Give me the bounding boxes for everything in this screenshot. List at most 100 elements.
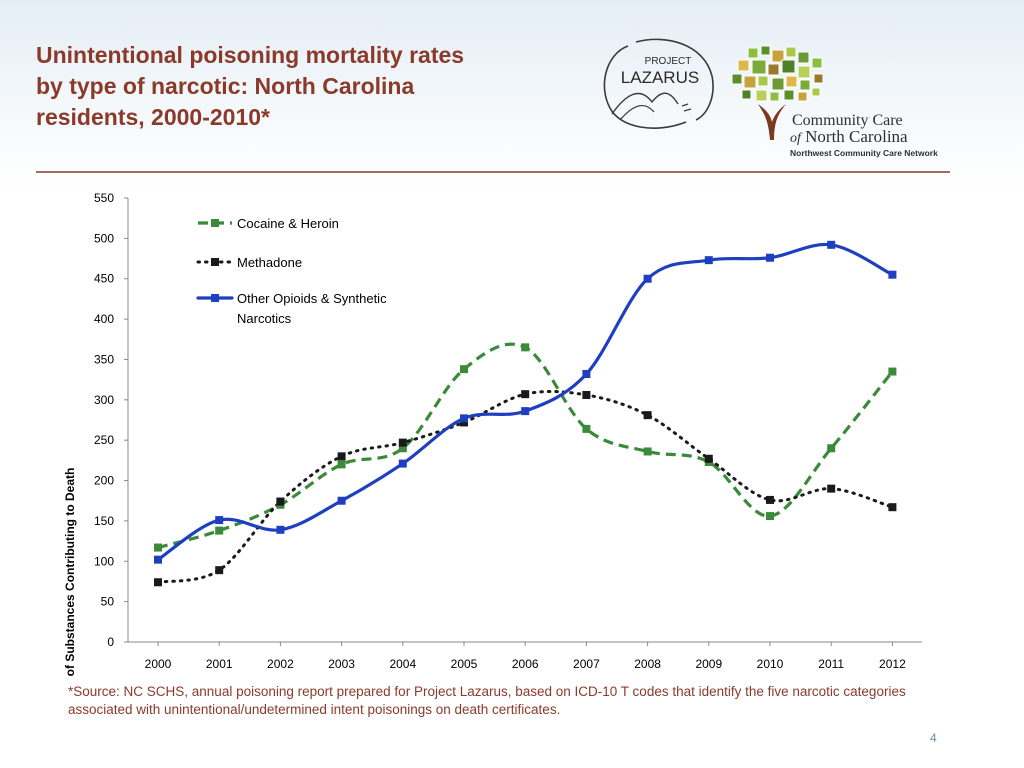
ccnc-tree-leaf-square — [757, 75, 769, 87]
opioids-data-point — [215, 516, 224, 525]
methadone-data-point — [888, 503, 897, 512]
cocaine-data-point — [643, 447, 652, 456]
lazarus-logo-line2: LAZARUS — [621, 68, 699, 87]
x-tick-label: 2005 — [451, 657, 478, 671]
ccnc-name-line1: Community Care — [792, 112, 903, 129]
methadone-data-point — [460, 418, 468, 427]
y-tick-label: 500 — [94, 231, 114, 245]
ccnc-tree-leaf-square — [813, 73, 824, 84]
cocaine-data-point — [215, 526, 224, 535]
opioids-data-point — [766, 253, 774, 262]
x-tick-label: 2002 — [267, 657, 294, 671]
ccnc-tree-leaf-square — [769, 91, 780, 102]
opioids-data-point — [827, 240, 836, 249]
opioids-data-point — [460, 414, 468, 423]
opioids-legend-marker — [211, 294, 219, 302]
title-divider — [36, 171, 950, 173]
ccnc-tree-leaf-square — [741, 89, 752, 100]
methadone-data-point — [276, 497, 285, 506]
y-tick-label: 550 — [94, 191, 114, 205]
mortality-line-chart: 0 50 100 150 200 250 300 350 400 450 500 550 2000 20… — [63, 191, 922, 680]
methadone-legend-marker — [211, 258, 219, 266]
y-tick-label: 450 — [94, 272, 114, 286]
x-tick-label: 2007 — [573, 657, 600, 671]
page-number: 4 — [930, 731, 937, 745]
ccnc-tree-logo — [731, 45, 824, 140]
cocaine-data-point — [521, 343, 530, 352]
x-tick-label: 2003 — [328, 657, 355, 671]
opioids-data-point — [337, 496, 346, 505]
opioids-data-point — [704, 256, 713, 265]
x-tick-label: 2010 — [757, 657, 784, 671]
ccnc-tree-leaf-square — [781, 59, 796, 74]
methadone-legend-label: Methadone — [237, 255, 302, 270]
ccnc-tree-leaf-square — [799, 79, 811, 91]
opioids-data-point — [521, 407, 530, 416]
lazarus-logo-line1: PROJECT — [645, 56, 692, 67]
ccnc-tree-leaf-square — [797, 65, 811, 79]
cocaine-data-point — [827, 444, 836, 453]
ccnc-tree-leaf-square — [783, 89, 795, 101]
methadone-data-point — [766, 495, 774, 504]
y-tick-label: 200 — [94, 474, 114, 488]
opioids-data-point — [398, 459, 407, 468]
methadone-data-point — [704, 454, 713, 463]
x-tick-label: 2001 — [206, 657, 233, 671]
y-tick-label: 150 — [94, 514, 114, 528]
y-tick-label: 0 — [107, 635, 114, 649]
cocaine-data-point — [888, 367, 897, 376]
x-tick-label: 2004 — [389, 657, 416, 671]
ccnc-network-name: Northwest Community Care Network — [790, 148, 938, 158]
ccnc-tree-leaf-square — [760, 45, 771, 56]
x-tick-label: 2011 — [818, 657, 844, 671]
cocaine-data-point — [460, 365, 468, 374]
methadone-data-point — [643, 411, 652, 420]
cocaine-data-point — [766, 512, 774, 521]
y-tick-label: 50 — [101, 595, 115, 609]
y-tick-label: 350 — [94, 352, 114, 366]
ccnc-tree-leaf-square — [755, 89, 768, 102]
opioids-data-point — [276, 525, 285, 534]
ccnc-tree-leaf-square — [737, 59, 750, 72]
y-tick-label: 400 — [94, 312, 114, 326]
opioids-data-point — [888, 270, 897, 279]
y-tick-label: 250 — [94, 433, 114, 447]
cocaine-data-point — [582, 424, 591, 433]
x-tick-label: 2012 — [879, 657, 906, 671]
ccnc-tree-leaf-square — [771, 77, 785, 91]
x-tick-label: 2006 — [512, 657, 539, 671]
opioids-data-point — [154, 555, 162, 564]
methadone-data-point — [398, 438, 407, 447]
cocaine-data-point — [154, 543, 162, 552]
opioids-legend-label: Other Opioids & Synthetic Narcotics — [237, 291, 387, 326]
methadone-series-line — [156, 389, 894, 584]
y-tick-label: 300 — [94, 393, 114, 407]
ccnc-tree-leaf-square — [797, 91, 808, 102]
source-footnote: *Source: NC SCHS, annual poisoning repor… — [68, 684, 906, 717]
ccnc-tree-leaf-square — [785, 75, 798, 88]
ccnc-tree-leaf-square — [743, 75, 757, 89]
ccnc-tree-leaf-square — [811, 87, 821, 97]
cocaine-data-point — [337, 460, 346, 469]
y-tick-label: 100 — [94, 554, 114, 568]
x-tick-label: 2009 — [695, 657, 722, 671]
methadone-data-point — [154, 578, 162, 587]
slide-title-line-2: by type of narcotic: North Carolina — [36, 73, 415, 99]
ccnc-tree-leaf-square — [771, 49, 785, 63]
project-lazarus-logo: PROJECT LAZARUS — [603, 38, 714, 129]
x-tick-label: 2008 — [634, 657, 661, 671]
opioids-data-point — [643, 274, 652, 283]
ccnc-name-of: of — [790, 131, 801, 146]
cocaine-legend-label: Cocaine & Heroin — [237, 216, 339, 231]
opioids-data-point — [582, 369, 591, 378]
ccnc-tree-leaf-square — [811, 57, 823, 69]
ccnc-name-state: North Carolina — [805, 127, 908, 146]
slide-title: Unintentional poisoning mortality rates … — [36, 40, 556, 133]
header-background — [0, 0, 1024, 190]
ccnc-tree-leaf-square — [767, 63, 780, 76]
ccnc-tree-leaf-square — [785, 46, 797, 58]
ccnc-tree-leaf-square — [747, 47, 759, 59]
methadone-data-point — [337, 452, 346, 461]
slide-title-line-1: Unintentional poisoning mortality rates — [36, 42, 465, 68]
methadone-data-point — [521, 390, 530, 399]
